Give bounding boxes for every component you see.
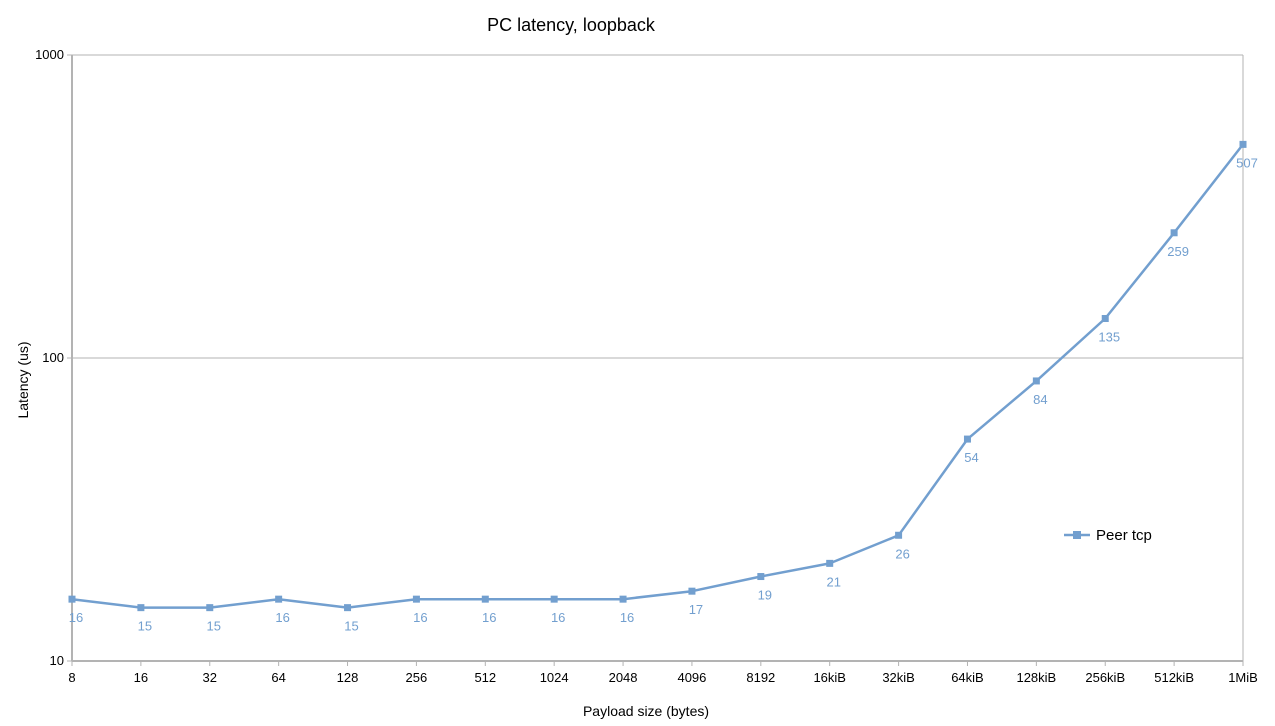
data-label: 16: [551, 610, 565, 625]
data-label: 16: [69, 610, 83, 625]
data-label: 15: [344, 619, 358, 634]
data-label: 259: [1167, 244, 1189, 259]
data-label: 84: [1033, 392, 1047, 407]
data-point-marker: [1170, 229, 1178, 237]
data-label: 507: [1236, 155, 1258, 170]
series-peer-tcp: 16 15 15 16 15 16 16 16 16 17 19 21 26 54 84 135 259 507: [68, 140, 1258, 634]
data-label: 16: [413, 610, 427, 625]
y-tick-label: 100: [42, 350, 64, 365]
series-line: [71, 143, 1244, 609]
data-point-marker: [963, 435, 971, 443]
x-tick-label: 64: [271, 670, 285, 685]
data-label: 17: [689, 602, 703, 617]
y-tick-label: 10: [50, 653, 64, 668]
x-tick-label: 16: [134, 670, 148, 685]
data-label: 21: [826, 574, 840, 589]
x-tick-label: 8192: [746, 670, 775, 685]
data-label: 16: [482, 610, 496, 625]
x-tick-label: 16kiB: [813, 670, 846, 685]
grid-lines: [72, 54, 1243, 662]
data-point-marker: [481, 595, 489, 603]
data-point-marker: [895, 531, 903, 539]
data-point-marker: [275, 595, 283, 603]
data-point-marker: [619, 595, 627, 603]
data-point-marker: [344, 604, 352, 612]
x-tick-label: 2048: [609, 670, 638, 685]
data-label: 135: [1098, 330, 1120, 345]
data-point-marker: [550, 595, 558, 603]
legend-label: Peer tcp: [1096, 527, 1152, 544]
x-tick-label: 256kiB: [1085, 670, 1125, 685]
x-tick-label: 128: [337, 670, 359, 685]
data-label: 15: [207, 619, 221, 634]
data-point-marker: [1101, 315, 1109, 323]
x-tick-label: 32: [203, 670, 217, 685]
data-label: 54: [964, 450, 978, 465]
x-tick-label: 4096: [677, 670, 706, 685]
chart-title: PC latency, loopback: [487, 15, 656, 35]
data-label: 19: [758, 588, 772, 603]
x-tick-label: 1024: [540, 670, 569, 685]
x-axis-label: Payload size (bytes): [583, 703, 709, 719]
x-tick-label: 512: [474, 670, 496, 685]
data-label: 16: [275, 610, 289, 625]
x-tick-label: 128kiB: [1016, 670, 1056, 685]
data-point-marker: [412, 595, 420, 603]
data-point-marker: [137, 604, 145, 612]
x-tick-label: 512kiB: [1154, 670, 1194, 685]
data-point-marker: [826, 559, 834, 567]
legend: Peer tcp: [1064, 527, 1152, 544]
x-tick-label: 8: [68, 670, 75, 685]
x-tick-label: 256: [406, 670, 428, 685]
y-axis-label: Latency (us): [15, 341, 31, 418]
data-point-marker: [1239, 140, 1247, 148]
y-tick-label: 1000: [35, 47, 64, 62]
data-point-marker: [206, 604, 214, 612]
data-point-marker: [68, 595, 76, 603]
y-axis-ticks: 10 100 1000: [35, 47, 72, 668]
x-tick-label: 64kiB: [951, 670, 984, 685]
data-label: 15: [138, 619, 152, 634]
x-tick-label: 32kiB: [882, 670, 915, 685]
legend-marker-icon: [1073, 531, 1081, 539]
data-label: 26: [895, 546, 909, 561]
data-point-marker: [757, 573, 765, 581]
data-label: 16: [620, 610, 634, 625]
data-point-marker: [1032, 377, 1040, 385]
x-axis-ticks: 8 16 32 64 128 256 512 1024 2048 4096 8192 16kiB 32k…: [68, 661, 1258, 685]
x-tick-label: 1MiB: [1228, 670, 1258, 685]
data-point-marker: [688, 587, 696, 595]
